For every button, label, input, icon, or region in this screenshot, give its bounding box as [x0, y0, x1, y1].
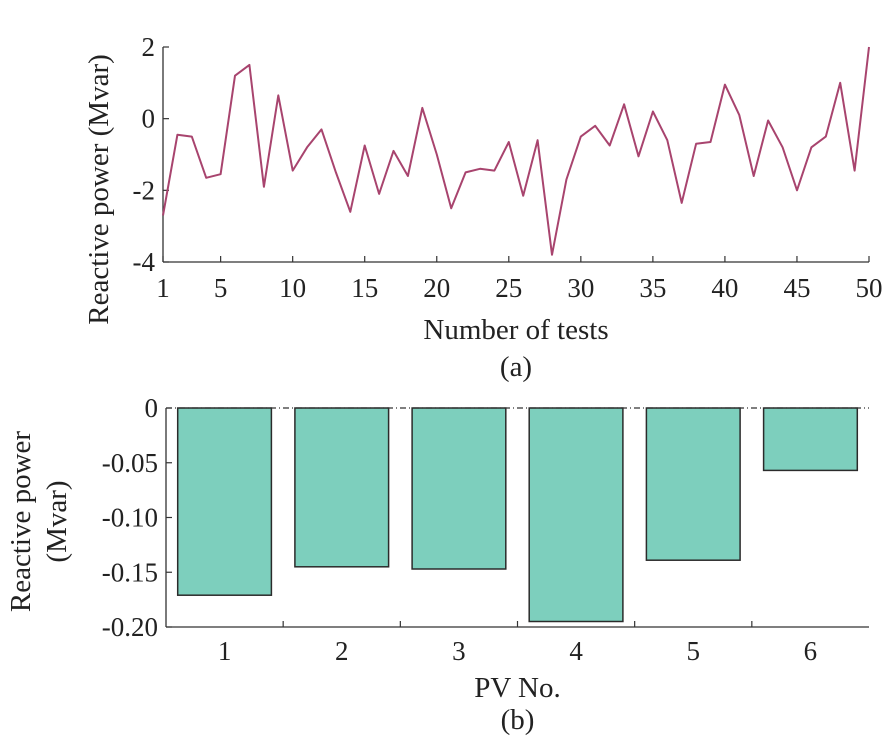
chart-b-bar: [294, 407, 390, 568]
chart-a-series-line: [162, 46, 870, 256]
chart-b-y-tick-label: 0: [145, 393, 159, 423]
chart-b-x-tick-label: 3: [452, 636, 466, 666]
chart-a-caption: (a): [500, 351, 532, 383]
chart-b-y-tick-label: -0.05: [102, 448, 158, 478]
chart-a-x-tick-label: 35: [639, 273, 666, 303]
chart-b-y-axis-title: Reactive power: [5, 431, 37, 613]
chart-b-y-tick-label: -0.15: [102, 557, 158, 587]
chart-a-line: 20-2-4 1 5 10 15 20 25 30 35 40 45 50 Reactive pow…: [83, 32, 883, 383]
chart-a-x-tick-label: 50: [856, 273, 883, 303]
chart-a-y-tick-label: 2: [142, 32, 156, 62]
chart-b-caption: (b): [501, 704, 535, 736]
chart-a-x-tick-label: 30: [567, 273, 594, 303]
chart-b-y-tick-label: -0.10: [102, 503, 158, 533]
chart-a-y-ticks: 2 0 -2 -4: [133, 32, 169, 277]
chart-a-x-tick-label: 5: [214, 273, 228, 303]
chart-b-x-tick-label: 4: [569, 636, 583, 666]
chart-b-x-axis-title: PV No.: [474, 672, 561, 704]
chart-a-x-ticks: 1 5 10 15 20 25 30 35 40 45 50: [156, 256, 883, 303]
chart-a-x-tick-label: 10: [279, 273, 306, 303]
chart-a-x-axis-title: Number of tests: [423, 314, 608, 346]
chart-b-bar: [176, 407, 273, 596]
chart-b-x-tick-label: 5: [687, 636, 701, 666]
chart-a-y-tick-label: 0: [142, 104, 156, 134]
chart-b-bar: [411, 407, 507, 570]
chart-a-x-tick-label: 45: [783, 273, 810, 303]
chart-b-bar: [762, 407, 859, 472]
chart-a-x-tick-label: 20: [423, 273, 450, 303]
chart-a-y-axis-title: Reactive power (Mvar): [83, 54, 115, 325]
chart-b-bar: 0 -0.05 -0.10 -0.15 -0.20 1 2 3 4 5 6 Reactive po…: [5, 393, 869, 736]
chart-a-x-tick-label: 15: [351, 273, 378, 303]
chart-a-x-tick-label: 25: [495, 273, 522, 303]
chart-a-series: [162, 46, 870, 256]
chart-a-axes: [162, 47, 869, 263]
chart-b-x-tick-label: 1: [218, 636, 232, 666]
chart-b-x-tick-label: 2: [335, 636, 349, 666]
chart-a-y-tick-label: -2: [133, 175, 156, 205]
chart-b-x-tick-label: 6: [804, 636, 818, 666]
chart-b-y-ticks: 0 -0.05 -0.10 -0.15 -0.20: [102, 393, 172, 642]
chart-a-x-tick-label: 1: [156, 273, 170, 303]
chart-b-bar: [645, 407, 741, 561]
chart-b-x-ticks: 1 2 3 4 5 6: [218, 621, 817, 666]
chart-b-y-tick-label: -0.20: [102, 612, 158, 642]
chart-b-bar: [528, 407, 624, 623]
chart-a-y-tick-label: -4: [133, 247, 156, 277]
chart-b-y-axis-unit: (Mvar): [41, 480, 73, 562]
chart-a-x-tick-label: 40: [711, 273, 738, 303]
chart-b-bars: [176, 407, 859, 623]
